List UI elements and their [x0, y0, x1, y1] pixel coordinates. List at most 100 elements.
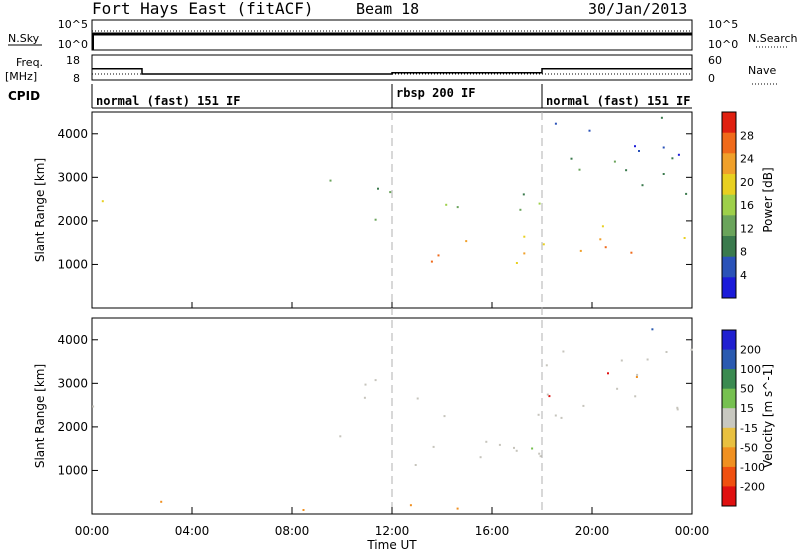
scatter-cell: [601, 225, 604, 228]
scatter-cell: [671, 157, 674, 160]
scatter-cell: [374, 379, 377, 382]
colorbar-swatch: [722, 388, 736, 409]
x-tick-label: 04:00: [175, 524, 210, 538]
y-tick-label: 4000: [57, 127, 88, 141]
scatter-cell: [665, 351, 668, 353]
scatter-cell: [374, 218, 377, 221]
colorbar-swatch: [722, 447, 736, 468]
x-axis-label: Time UT: [366, 538, 417, 552]
colorbar-tick-label: 24: [740, 153, 754, 166]
x-tick-label: 16:00: [475, 524, 510, 538]
scatter-cell: [437, 254, 440, 257]
velocity-scatter: [92, 328, 693, 511]
colorbar-swatch: [722, 215, 736, 237]
colorbar-tick-label: -200: [740, 480, 765, 493]
scatter-cell: [676, 408, 679, 411]
scatter-cell: [638, 150, 640, 152]
scatter-cell: [542, 243, 545, 246]
scatter-cell: [607, 372, 609, 375]
scatter-cell: [616, 387, 619, 390]
scatter-cell: [443, 415, 446, 418]
colorbar-swatch: [722, 256, 736, 278]
scatter-cell: [523, 235, 526, 238]
velocity-y-ticks: 1000 2000 3000 4000: [57, 333, 692, 477]
x-tick-label: 08:00: [275, 524, 310, 538]
cpid-strip: CPID normal (fast) 151 IF rbsp 200 IF no…: [8, 84, 692, 109]
scatter-cell: [538, 202, 541, 205]
scatter-cell: [646, 358, 649, 361]
nsky-panel: N.Sky 10^5 10^0 10^5 10^0 N.Search: [8, 18, 798, 51]
power-y-label: Slant Range [km]: [33, 158, 47, 262]
nsky-label: N.Sky: [8, 32, 40, 45]
colorbar-swatch: [722, 466, 736, 487]
scatter-cell: [560, 416, 563, 419]
scatter-cell: [554, 414, 557, 417]
scatter-cell: [416, 397, 419, 400]
colorbar-swatch: [722, 349, 736, 370]
colorbar-tick-label: 200: [740, 344, 761, 357]
y-tick-label: 2000: [57, 420, 88, 434]
velocity-colorbar-label: Velocity [m s^-1]: [761, 364, 775, 468]
scatter-cell: [302, 509, 305, 511]
scatter-cell: [389, 191, 392, 194]
freq-tick-bottom: 8: [73, 72, 80, 85]
colorbar-tick-label: 28: [740, 129, 754, 142]
scatter-cell: [485, 440, 488, 443]
scatter-cell: [363, 396, 366, 399]
station-title: Fort Hays East (fitACF): [92, 0, 314, 18]
scatter-cell: [582, 404, 585, 407]
nsky-tick-bottom: 10^0: [58, 38, 88, 51]
velocity-colorbar: 200 100 50 15 -15 -50 -100 -200: [721, 329, 765, 507]
colorbar-swatch: [722, 408, 736, 429]
scatter-cell: [599, 238, 602, 241]
scatter-cell: [662, 173, 665, 175]
y-tick-label: 1000: [57, 463, 88, 477]
scatter-cell: [625, 169, 628, 172]
y-tick-label: 1000: [57, 257, 88, 271]
scatter-cell: [620, 359, 623, 362]
x-tick-label: 00:00: [75, 524, 110, 538]
colorbar-swatch: [722, 486, 736, 507]
velocity-panel: 1000 2000 3000 4000 Slant Range [km] 200 100…: [33, 317, 775, 515]
scatter-cell: [662, 146, 665, 149]
velocity-y-label: Slant Range [km]: [33, 364, 47, 468]
scatter-cell: [604, 246, 607, 249]
colorbar-swatch: [722, 236, 736, 258]
scatter-cell: [538, 452, 541, 455]
scatter-cell: [545, 364, 548, 367]
scatter-cell: [456, 206, 459, 209]
scatter-cell: [522, 193, 525, 196]
scatter-cell: [579, 249, 582, 252]
time-axis: 00:00 04:00 08:00 12:00 16:00 20:00 00:00: [75, 302, 709, 538]
cpid-segment-2: rbsp 200 IF: [396, 86, 475, 100]
colorbar-frame: [721, 111, 737, 299]
scatter-cell: [445, 203, 448, 206]
cpid-label: CPID: [8, 89, 40, 103]
scatter-cell: [432, 445, 435, 448]
colorbar-tick-label: 16: [740, 199, 754, 212]
scatter-cell: [537, 413, 540, 416]
cpid-segment-3: normal (fast) 151 IF: [546, 94, 691, 108]
scatter-cell: [635, 376, 638, 378]
scatter-cell: [414, 464, 417, 466]
colorbar-swatch: [722, 153, 736, 175]
power-panel: 1000 2000 3000 4000 Slant Range [km] 4 8 12 16…: [33, 111, 775, 309]
scatter-cell: [554, 122, 557, 125]
scatter-cell: [515, 449, 518, 452]
scatter-cell: [570, 157, 573, 160]
colorbar-swatch: [722, 132, 736, 154]
colorbar-swatch: [722, 277, 736, 299]
scatter-cell: [519, 208, 522, 211]
scatter-cell: [630, 251, 633, 254]
nave-label: Nave: [748, 64, 776, 77]
scatter-cell: [676, 406, 679, 409]
scatter-cell: [430, 260, 433, 263]
scatter-cell: [465, 240, 468, 243]
freq-panel-frame: [91, 54, 693, 81]
scatter-cell: [546, 393, 549, 396]
scatter-cell: [634, 395, 637, 398]
scatter-cell: [690, 348, 693, 351]
scatter-cell: [660, 116, 663, 119]
scatter-cell: [588, 129, 591, 132]
